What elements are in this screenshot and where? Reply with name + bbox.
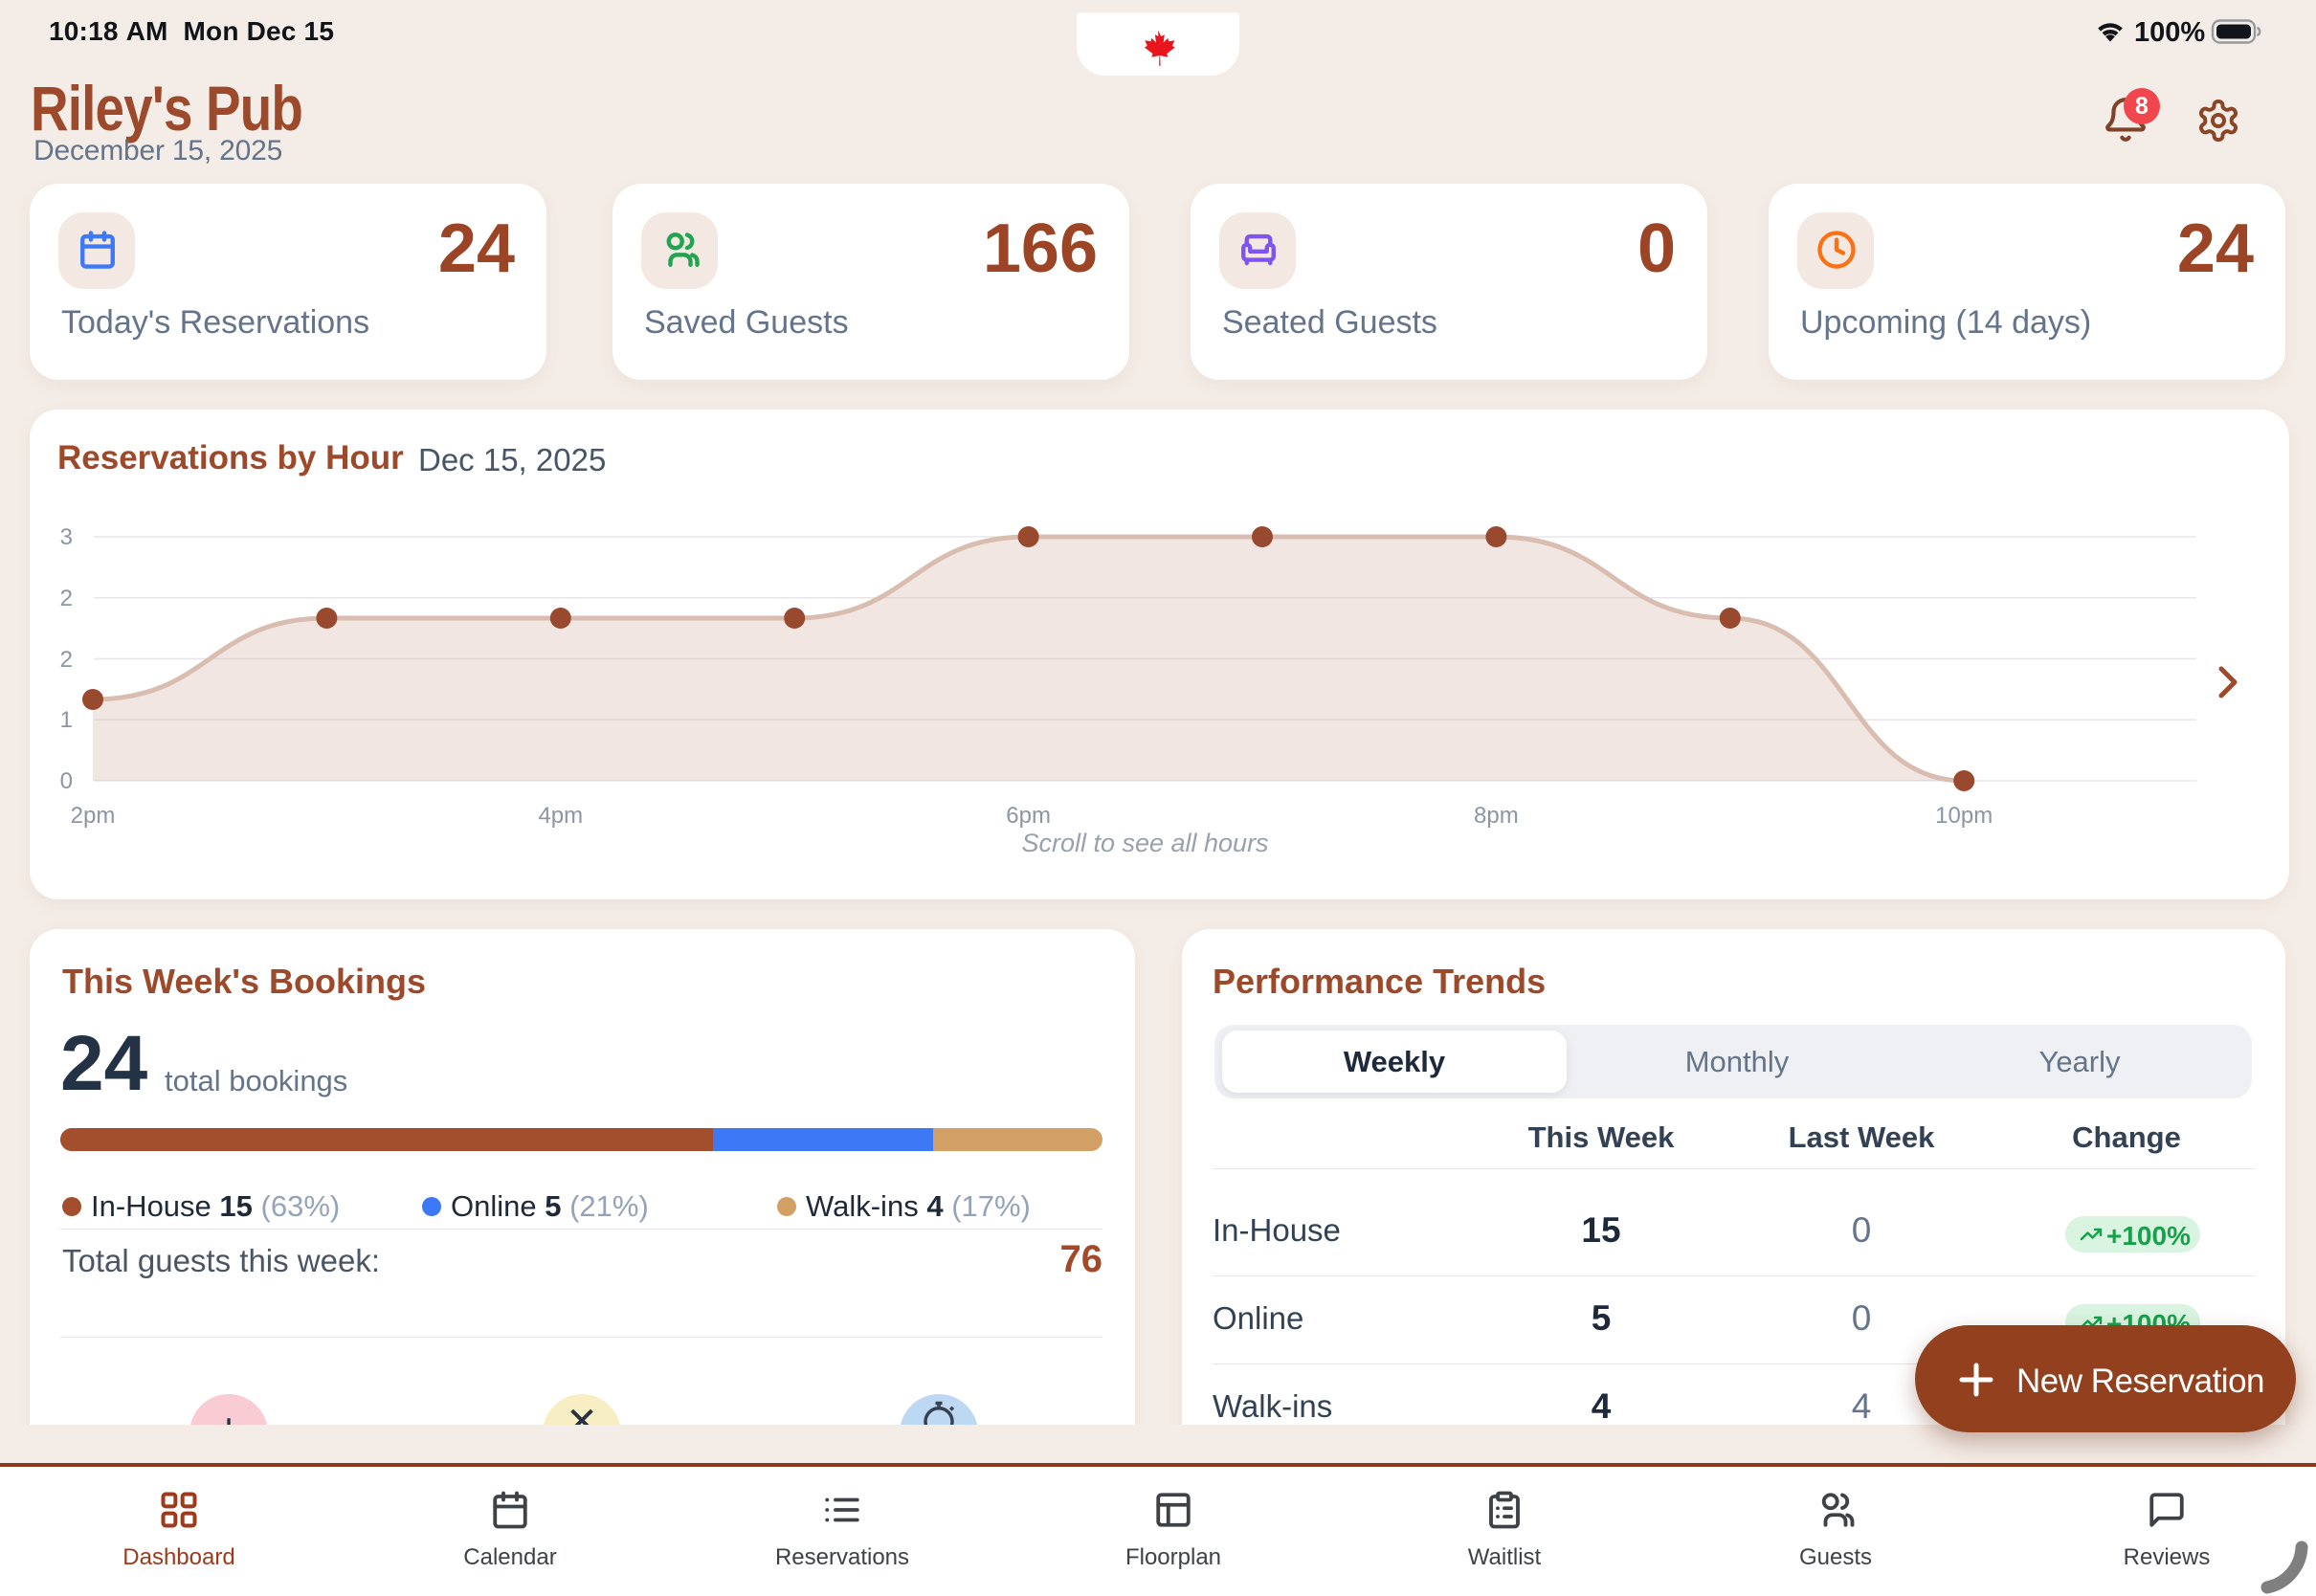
svg-text:2pm: 2pm: [71, 803, 116, 829]
svg-text:2: 2: [60, 647, 73, 673]
svg-text:3: 3: [60, 524, 73, 550]
svg-text:10pm: 10pm: [1935, 803, 1993, 829]
svg-text:6pm: 6pm: [1006, 803, 1051, 829]
svg-text:8pm: 8pm: [1474, 803, 1519, 829]
svg-text:100%: 100%: [2134, 17, 2205, 46]
svg-text:0: 0: [60, 768, 73, 794]
svg-text:2: 2: [60, 586, 73, 611]
svg-text:4pm: 4pm: [538, 803, 583, 829]
svg-text:1: 1: [60, 707, 73, 733]
